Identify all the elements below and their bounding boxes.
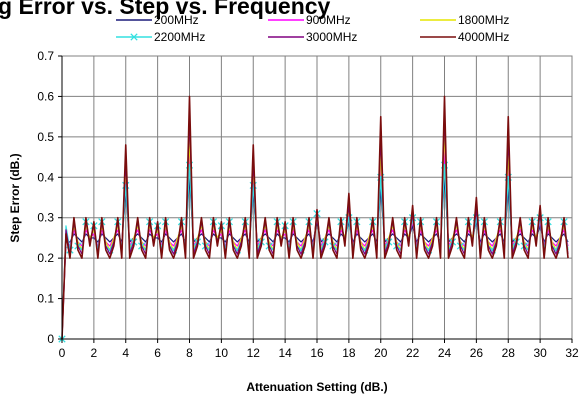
legend-item: 4000MHz: [420, 30, 509, 44]
legend-item: 2200MHz: [116, 30, 205, 44]
x-tick-label: 22: [406, 346, 420, 360]
legend-item: 1800MHz: [420, 13, 509, 27]
x-tick-label: 8: [186, 346, 193, 360]
x-tick-label: 28: [502, 346, 516, 360]
y-tick-label: 0.1: [37, 292, 54, 306]
x-tick-label: 12: [247, 346, 261, 360]
legend-item: 200MHz: [116, 13, 199, 27]
axes: 0 2 4 6 8 10 12 14 16 18 20 22 24 26 28 30 3200.10.20.30…: [37, 49, 579, 360]
series-line: [61, 164, 569, 340]
chart-title: g Error vs. Step vs. Frequency: [0, 0, 331, 19]
x-tick-label: 0: [59, 346, 66, 360]
y-tick-label: 0: [47, 332, 54, 346]
legend-item: 3000MHz: [268, 30, 357, 44]
y-tick-label: 0.7: [37, 49, 54, 63]
legend: 200MHz 900MHz 1800MHz 2200MHz 3000MHz 4000MHz: [116, 13, 509, 44]
legend-label: 200MHz: [154, 13, 199, 27]
y-tick-label: 0.6: [37, 89, 54, 103]
x-axis-label: Attenuation Setting (dB.): [246, 380, 387, 394]
legend-label: 1800MHz: [458, 13, 509, 27]
y-tick-label: 0.2: [37, 251, 54, 265]
x-tick-label: 2: [91, 346, 98, 360]
legend-label: 4000MHz: [458, 30, 509, 44]
x-tick-label: 10: [215, 346, 229, 360]
legend-label: 900MHz: [306, 13, 351, 27]
y-tick-label: 0.3: [37, 211, 54, 225]
legend-marker: [130, 33, 138, 41]
x-tick-label: 4: [122, 346, 129, 360]
x-tick-label: 14: [278, 346, 292, 360]
x-tick-label: 24: [438, 346, 452, 360]
series-layer: [58, 95, 569, 343]
grid: [61, 55, 573, 340]
x-tick-label: 6: [154, 346, 161, 360]
x-tick-label: 18: [342, 346, 356, 360]
y-axis-label: Step Error (dB.): [8, 153, 22, 242]
legend-item: 900MHz: [268, 13, 351, 27]
legend-label: 3000MHz: [306, 30, 357, 44]
x-tick-label: 20: [374, 346, 388, 360]
x-tick-label: 26: [470, 346, 484, 360]
x-tick-label: 16: [310, 346, 324, 360]
y-tick-label: 0.4: [37, 170, 54, 184]
x-tick-label: 32: [565, 346, 579, 360]
series-line: [61, 95, 569, 340]
legend-label: 2200MHz: [154, 30, 205, 44]
series-4000MHz: [61, 95, 569, 340]
y-tick-label: 0.5: [37, 130, 54, 144]
x-tick-label: 30: [533, 346, 547, 360]
